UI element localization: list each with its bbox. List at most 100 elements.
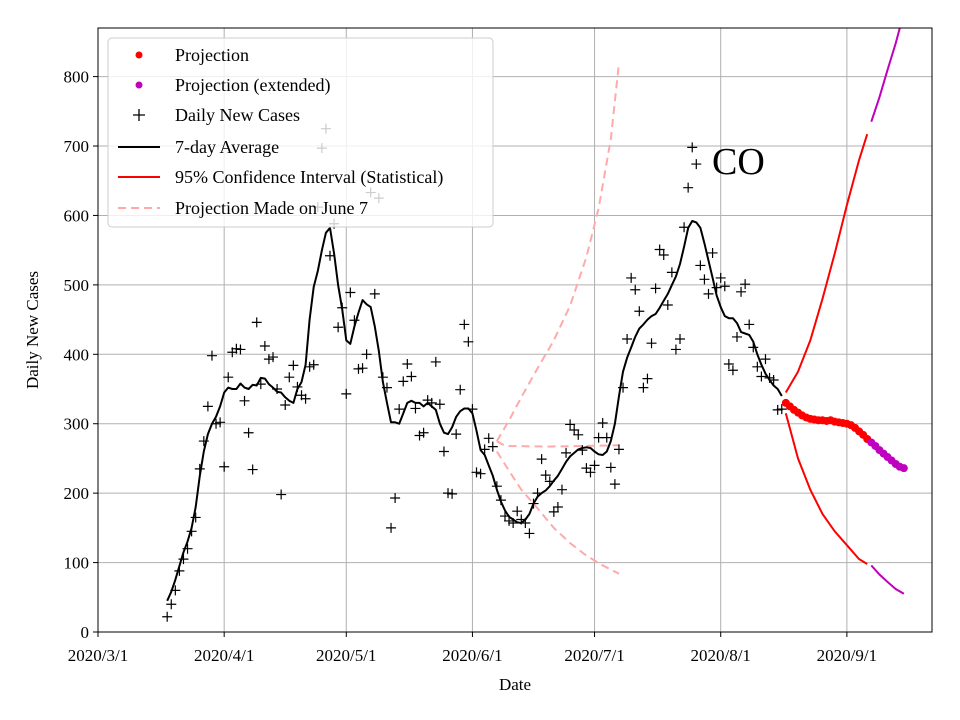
daily-case-marker — [711, 282, 722, 293]
daily-case-marker — [609, 479, 620, 490]
daily-case-marker — [524, 528, 535, 539]
legend-label-7-day-average: 7-day Average — [175, 137, 279, 157]
daily-case-marker — [190, 512, 201, 523]
daily-case-marker — [744, 319, 755, 330]
daily-case-marker — [471, 467, 482, 478]
daily-case-marker — [540, 470, 551, 481]
daily-case-marker — [304, 361, 315, 372]
daily-case-marker — [703, 288, 714, 299]
daily-case-marker — [251, 317, 262, 328]
y-tick-label: 600 — [64, 206, 90, 225]
daily-case-marker — [459, 319, 470, 330]
daily-case-marker — [556, 484, 567, 495]
y-tick-label: 100 — [64, 554, 90, 573]
daily-case-marker — [235, 344, 246, 355]
daily-case-marker — [369, 288, 380, 299]
daily-case-marker — [561, 447, 572, 458]
daily-case-marker — [345, 287, 356, 298]
legend-label-confidence-interval: 95% Confidence Interval (Statistical) — [175, 167, 443, 188]
x-tick-label: 2020/7/1 — [564, 646, 624, 665]
x-tick-label: 2020/4/1 — [194, 646, 254, 665]
daily-case-marker — [483, 433, 494, 444]
daily-case-marker — [650, 283, 661, 294]
daily-case-marker — [386, 522, 397, 533]
x-tick-label: 2020/5/1 — [316, 646, 376, 665]
legend-label-daily-new-cases: Daily New Cases — [175, 105, 300, 125]
legend-marker-projection_ext — [135, 81, 143, 89]
daily-case-marker — [166, 599, 177, 610]
daily-case-marker — [308, 359, 319, 370]
daily-case-marker — [341, 388, 352, 399]
daily-case-marker — [752, 361, 763, 372]
daily-case-marker — [569, 424, 580, 435]
ci-lower-extended-line — [870, 564, 905, 595]
daily-case-marker — [772, 404, 783, 415]
state-label: CO — [712, 141, 765, 183]
daily-case-marker — [447, 488, 458, 499]
daily-case-marker — [280, 399, 291, 410]
daily-case-marker — [353, 363, 364, 374]
y-tick-label: 200 — [64, 484, 90, 503]
ci-lower-line — [784, 413, 868, 565]
legend-label-projection-extended: Projection (extended) — [175, 75, 330, 96]
daily-case-marker — [406, 371, 417, 382]
daily-case-marker — [288, 360, 299, 371]
x-tick-label: 2020/3/1 — [68, 646, 128, 665]
daily-case-marker — [691, 159, 702, 170]
daily-case-marker — [675, 334, 686, 345]
x-tick-label: 2020/8/1 — [690, 646, 750, 665]
daily-case-marker — [243, 427, 254, 438]
june7-projection-lower — [496, 450, 620, 575]
daily-case-marker — [573, 429, 584, 440]
daily-case-marker — [418, 427, 429, 438]
daily-case-marker — [247, 464, 258, 475]
daily-case-marker — [259, 340, 270, 351]
daily-case-marker — [670, 344, 681, 355]
daily-case-marker — [263, 354, 274, 365]
daily-case-marker — [687, 142, 698, 153]
daily-case-marker — [410, 403, 421, 414]
daily-case-marker — [727, 365, 738, 376]
daily-case-marker — [223, 372, 234, 383]
daily-case-marker — [548, 506, 559, 517]
plot-area — [162, 28, 908, 622]
daily-case-marker — [642, 373, 653, 384]
y-tick-label: 500 — [64, 276, 90, 295]
june7-projection-center — [496, 440, 620, 448]
x-tick-label: 2020/6/1 — [442, 646, 502, 665]
legend-markers — [118, 51, 160, 209]
daily-case-marker — [451, 429, 462, 440]
daily-case-marker — [202, 401, 213, 412]
daily-case-marker — [605, 462, 616, 473]
daily-case-marker — [707, 247, 718, 258]
daily-case-marker — [438, 446, 449, 457]
legend: Projection Projection (extended) Daily N… — [107, 37, 494, 228]
daily-case-marker — [394, 404, 405, 415]
daily-case-marker — [455, 384, 466, 395]
daily-case-marker — [731, 331, 742, 342]
daily-case-marker — [756, 371, 767, 382]
daily-case-marker — [658, 250, 669, 261]
daily-case-marker — [695, 260, 706, 271]
daily-case-marker — [333, 322, 344, 333]
daily-case-marker — [585, 467, 596, 478]
x-tick-label: 2020/9/1 — [817, 646, 877, 665]
y-tick-label: 700 — [64, 137, 90, 156]
daily-case-marker — [552, 502, 563, 513]
daily-case-marker — [626, 272, 637, 283]
daily-case-marker — [402, 359, 413, 370]
plot-data — [162, 28, 908, 622]
daily-case-marker — [715, 272, 726, 283]
daily-case-marker — [390, 493, 401, 504]
daily-case-marker — [443, 488, 454, 499]
seven-day-average-line — [166, 220, 783, 602]
axis-ticks: 0 100 200 300 400 500 600 700 800 2020/3/1 2020/4/… — [64, 68, 878, 665]
daily-case-marker — [630, 284, 641, 295]
daily-case-marker — [324, 250, 335, 261]
y-tick-label: 300 — [64, 415, 90, 434]
daily-case-marker — [475, 468, 486, 479]
daily-case-marker — [206, 350, 217, 361]
daily-case-marker — [638, 382, 649, 393]
daily-case-marker — [736, 286, 747, 297]
daily-case-marker — [463, 336, 474, 347]
